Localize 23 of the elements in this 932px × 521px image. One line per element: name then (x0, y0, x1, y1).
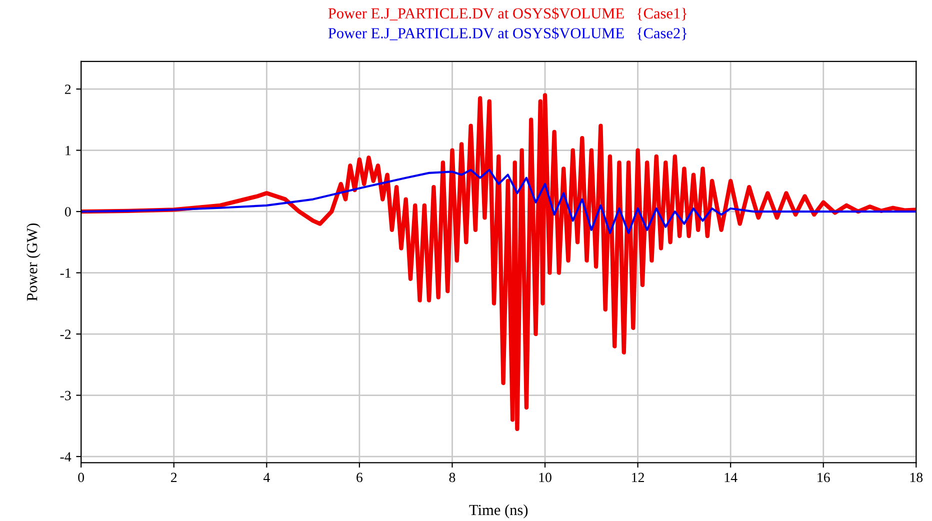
y-tick-label: 1 (66, 146, 71, 156)
line-series (81, 93, 916, 432)
x-tick-label: 12 (632, 472, 644, 482)
y-tick-label: 0 (64, 207, 71, 216)
x-tick-label: 14 (724, 472, 738, 482)
x-tick-label: 10 (539, 472, 552, 482)
y-tick-label: -3 (60, 390, 71, 400)
x-tick-label: 6 (356, 472, 362, 482)
x-tick-label: 4 (263, 472, 270, 482)
y-tick-label: -2 (60, 330, 71, 339)
x-tick-label: 18 (910, 472, 923, 482)
y-tick-label: -1 (60, 268, 71, 278)
y-tick-label: 2 (65, 84, 71, 94)
x-tick-label: 16 (818, 472, 830, 482)
text: Power E.J_PARTICLE.DV at OSYS$VOLUME {Case1} (328, 7, 687, 20)
x-tick-label: 8 (449, 472, 456, 482)
y-tick-label: -4 (60, 452, 72, 462)
x-tick-label: 0 (78, 472, 84, 482)
text: Power E.J_PARTICLE.DV at OSYS$VOLUME {Case2} (328, 27, 687, 40)
x-tick-label: 2 (171, 472, 177, 482)
y-axis-title: Power (GW) (26, 223, 40, 301)
line-series (81, 168, 916, 234)
x-axis-title: Time (ns) (469, 504, 528, 518)
